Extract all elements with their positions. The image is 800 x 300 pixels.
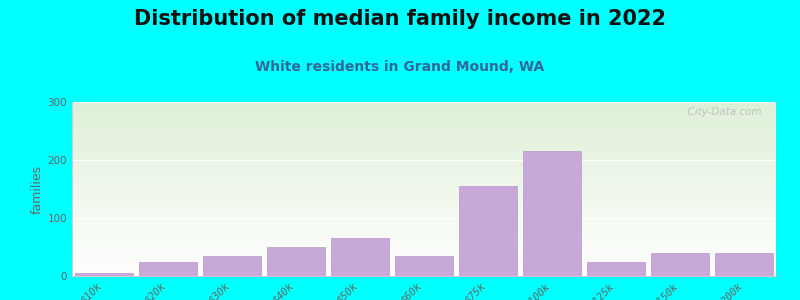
Bar [522, 151, 582, 276]
Bar [586, 262, 646, 276]
Bar [266, 247, 326, 276]
Bar [74, 273, 134, 276]
Bar [650, 253, 710, 276]
Bar [202, 256, 262, 276]
Bar [714, 253, 774, 276]
Bar [330, 238, 390, 276]
Bar [394, 256, 454, 276]
Bar [458, 186, 518, 276]
Text: City-Data.com: City-Data.com [682, 107, 762, 117]
Text: Distribution of median family income in 2022: Distribution of median family income in … [134, 9, 666, 29]
Bar [138, 262, 198, 276]
Y-axis label: families: families [30, 164, 43, 214]
Text: White residents in Grand Mound, WA: White residents in Grand Mound, WA [255, 60, 545, 74]
